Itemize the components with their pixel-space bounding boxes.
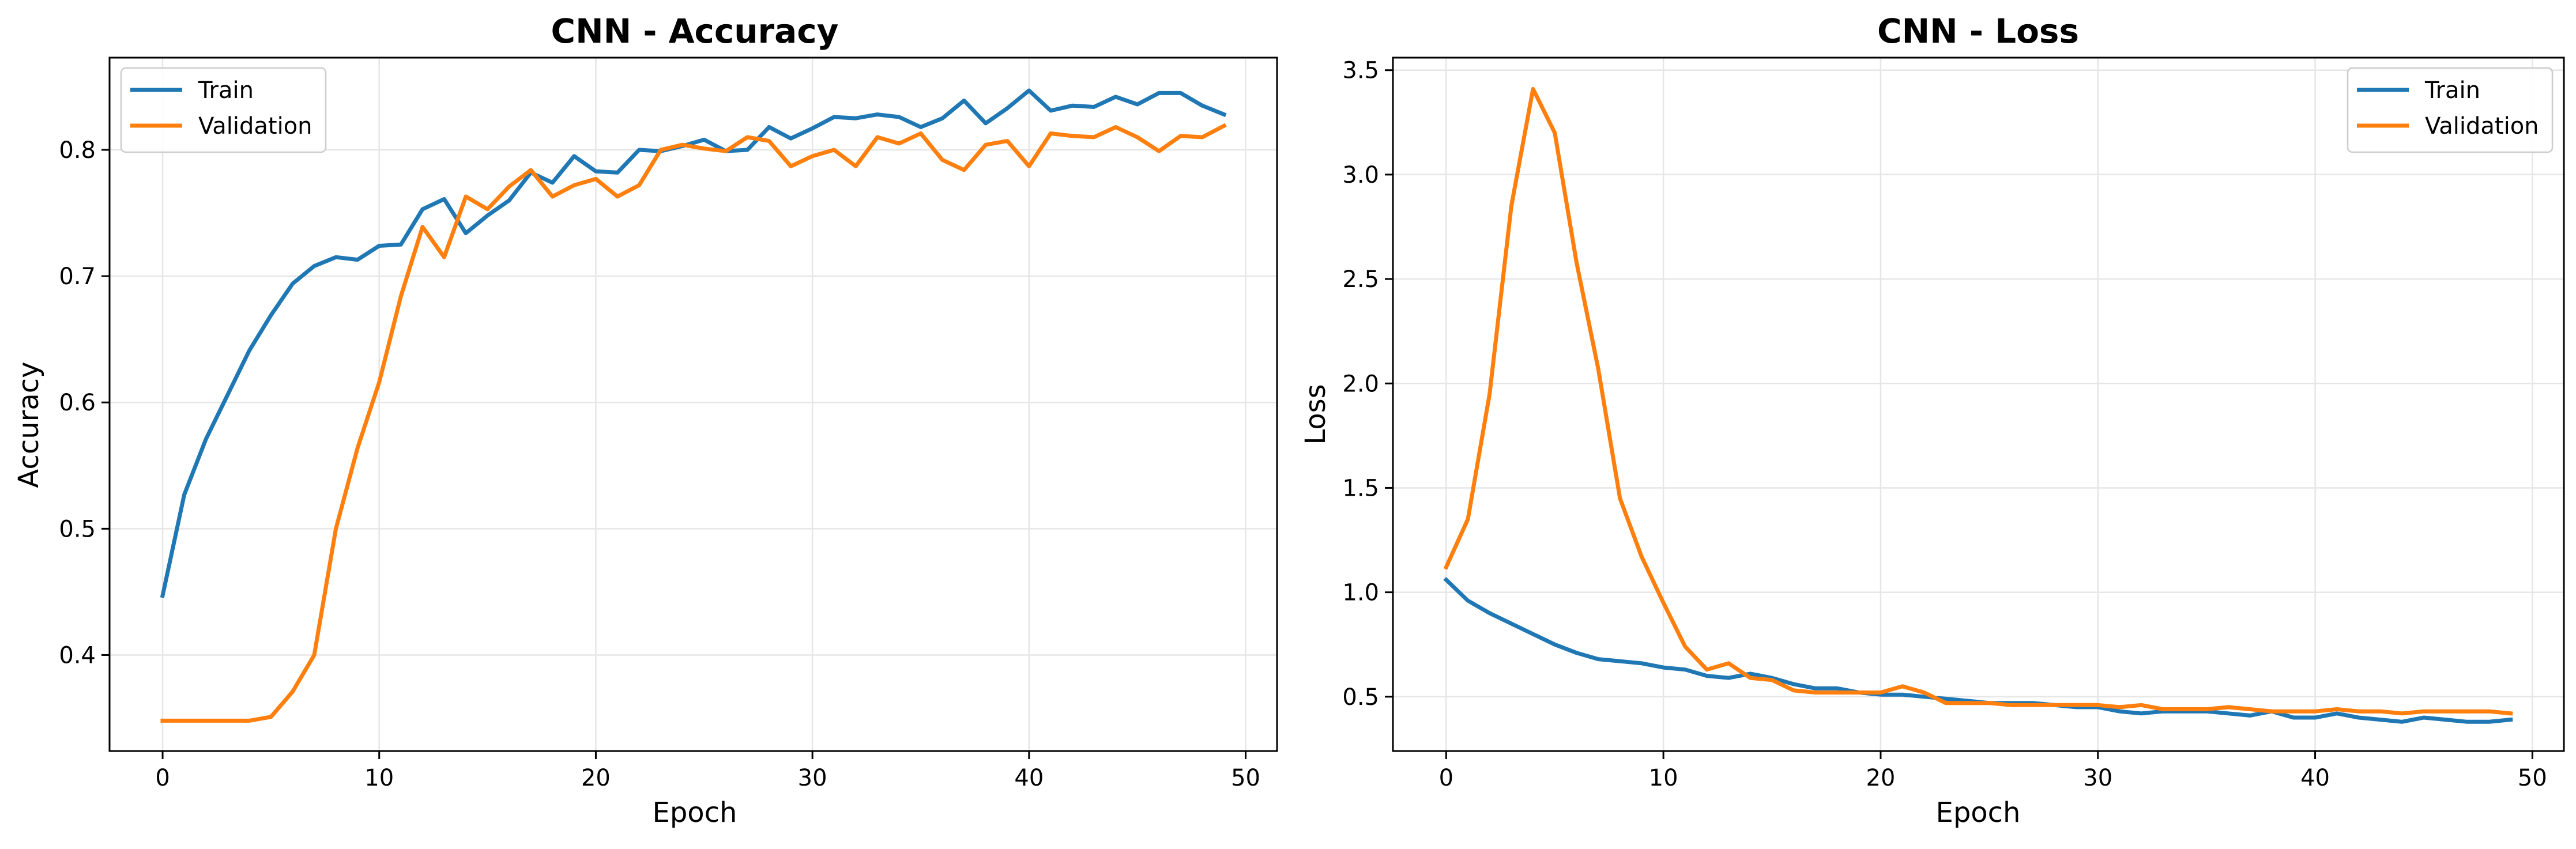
y-tick-label: 3.5 (1342, 58, 1379, 84)
series-line-train (1443, 576, 2513, 724)
loss-chart: CNN - Loss Epoch Loss 0 10 20 30 40 50 0.5 1.0 1… (1300, 12, 2565, 829)
x-axis-label: Epoch (1936, 797, 2021, 829)
x-tick-label: 40 (2300, 765, 2330, 791)
y-tick-label: 3.0 (1342, 162, 1379, 188)
series-line-validation (1443, 86, 2513, 716)
series-line-validation (160, 123, 1227, 723)
chart-title: CNN - Accuracy (551, 12, 839, 51)
y-tick-label: 1.0 (1342, 580, 1379, 606)
series-line-train (160, 88, 1227, 598)
y-tick-label: 0.5 (59, 516, 96, 542)
x-axis-label: Epoch (653, 797, 737, 829)
axes-frame (108, 56, 1278, 752)
legend-label: Validation (2425, 113, 2539, 139)
legend-label: Train (2424, 77, 2480, 104)
x-tick-label: 10 (364, 765, 394, 791)
legend: Train Validation (120, 67, 327, 153)
y-tick-label: 0.7 (59, 263, 96, 290)
legend-label: Train (198, 77, 254, 104)
x-tick-label: 0 (155, 765, 170, 791)
x-tick-label: 40 (1014, 765, 1044, 791)
y-tick-label: 1.5 (1342, 475, 1379, 501)
y-tick-label: 0.5 (1342, 684, 1379, 711)
legend: Train Validation (2347, 67, 2554, 153)
x-tick-label: 20 (581, 765, 611, 791)
x-tick-label: 0 (1439, 765, 1453, 791)
x-tick-label: 30 (2083, 765, 2112, 791)
y-axis-label: Loss (1300, 384, 1332, 444)
x-tick-label: 50 (2518, 765, 2547, 791)
axes-frame (1392, 56, 2565, 752)
y-tick-label: 0.8 (59, 137, 96, 164)
accuracy-chart: CNN - Accuracy Epoch Accuracy 0 10 20 30 40 5… (13, 12, 1278, 829)
y-axis-label: Accuracy (13, 361, 45, 488)
x-tick-label: 30 (798, 765, 827, 791)
y-tick-label: 2.0 (1342, 371, 1379, 397)
x-tick-label: 20 (1866, 765, 1895, 791)
chart-title: CNN - Loss (1877, 12, 2079, 51)
y-tick-label: 2.5 (1342, 266, 1379, 293)
x-tick-label: 10 (1649, 765, 1678, 791)
x-tick-label: 50 (1231, 765, 1260, 791)
legend-label: Validation (198, 113, 312, 139)
y-tick-label: 0.4 (59, 642, 96, 669)
y-tick-label: 0.6 (59, 390, 96, 416)
